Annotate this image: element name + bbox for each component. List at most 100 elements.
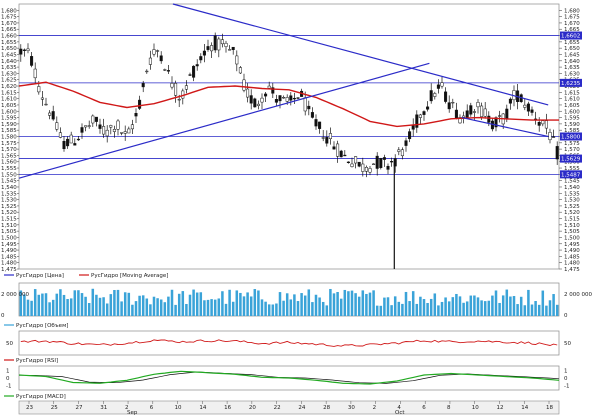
candle-body <box>217 38 221 51</box>
candle-body <box>433 93 437 97</box>
volume-bar <box>318 297 321 316</box>
price-axis-label-right: 1,605 <box>564 103 580 109</box>
volume-bar <box>307 289 311 316</box>
candle-body <box>123 131 127 134</box>
price-axis-label-right: 1,585 <box>564 128 580 134</box>
candle-body <box>541 120 545 125</box>
candle-body <box>404 140 408 146</box>
volume-bar <box>426 303 429 316</box>
candle-body <box>274 99 278 103</box>
price-axis-label-left: 1,585 <box>1 128 17 134</box>
x-axis-month-label: Oct <box>395 410 405 415</box>
candle-body <box>40 97 44 100</box>
volume-bar <box>548 300 552 316</box>
candle-body <box>238 67 242 74</box>
candle-body <box>166 70 170 72</box>
volume-bar <box>44 293 48 316</box>
price-axis-label-right: 1,680 <box>564 8 580 14</box>
volume-bar <box>541 290 545 316</box>
price-axis-label-right: 1,540 <box>564 185 580 191</box>
price-axis-label-left: 1,680 <box>1 8 17 14</box>
volume-bar <box>228 289 231 316</box>
candle-body <box>80 127 84 133</box>
x-axis-day-label: 27 <box>76 405 83 411</box>
volume-bar <box>397 301 401 316</box>
volume-bar <box>19 290 23 316</box>
candle-body <box>224 42 228 47</box>
x-axis-month-label: Sep <box>127 410 138 415</box>
macd-line <box>18 370 560 385</box>
volume-bar <box>289 299 293 316</box>
candle-body <box>206 46 210 50</box>
volume-bar <box>242 296 246 316</box>
volume-bar <box>199 292 203 316</box>
volume-bar <box>379 305 383 316</box>
macd-axis-label-left: -1 <box>6 384 11 390</box>
price-axis-label-right: 1,530 <box>564 198 580 204</box>
price-axis-label-right: 1,525 <box>564 204 580 210</box>
candle-body <box>94 116 98 122</box>
price-axis-label-left: 1,550 <box>1 172 17 178</box>
candle-body <box>350 163 354 167</box>
price-axis-label-left: 1,555 <box>1 166 17 172</box>
macd-axis-label-right: 0 <box>564 376 568 382</box>
level-price-badge-text: 1,6235 <box>561 81 581 87</box>
volume-bar <box>278 292 282 316</box>
volume-bar <box>123 292 127 316</box>
x-axis-day-label: 24 <box>298 405 305 411</box>
volume-bar <box>246 292 249 316</box>
candle-body <box>37 86 41 93</box>
candle-body <box>332 146 336 150</box>
price-axis-label-left: 1,605 <box>1 103 17 109</box>
candle-body <box>544 120 548 129</box>
volume-bar <box>23 294 26 316</box>
volume-bar <box>372 290 375 316</box>
price-axis-label-left: 1,545 <box>1 179 17 185</box>
volume-bar <box>141 295 145 316</box>
volume-bar <box>476 297 480 316</box>
price-axis-label-left: 1,660 <box>1 34 17 40</box>
candle-body <box>19 48 23 55</box>
volume-bar <box>437 305 440 316</box>
volume-bar <box>401 303 404 316</box>
candle-body <box>174 83 178 96</box>
volume-bar <box>357 296 361 316</box>
volume-bar <box>66 299 69 316</box>
volume-bar <box>271 304 275 316</box>
candle-body <box>278 95 282 102</box>
price-axis-label-left: 1,675 <box>1 15 17 21</box>
candle-body <box>440 82 444 87</box>
macd-axis-label-right: -1 <box>564 384 569 390</box>
price-axis-label-left: 1,510 <box>1 223 17 229</box>
volume-bar <box>339 298 343 316</box>
candle-body <box>267 85 271 89</box>
candle-body <box>325 137 329 144</box>
volume-bar <box>537 304 541 316</box>
x-axis-day-label: 30 <box>348 405 355 411</box>
price-axis-label-left: 1,515 <box>1 217 17 223</box>
legend-label: РусГидро [Moving Average] <box>91 273 168 279</box>
candle-body <box>116 120 120 130</box>
rsi-line <box>20 339 558 347</box>
candle-body <box>422 111 426 115</box>
rsi-panel-frame <box>18 330 560 356</box>
candle-body <box>296 97 300 99</box>
candle-body <box>458 117 462 124</box>
volume-bar <box>473 295 476 316</box>
volume-bar <box>134 301 138 316</box>
candle-body <box>408 131 412 140</box>
volume-bar <box>192 289 195 316</box>
volume-bar <box>527 289 530 316</box>
volume-bar <box>375 305 379 316</box>
volume-bar <box>127 292 131 316</box>
volume-bar <box>354 293 357 316</box>
price-axis-label-left: 1,500 <box>1 235 17 241</box>
candle-body <box>177 99 181 101</box>
price-axis-label-right: 1,490 <box>564 248 580 254</box>
volume-bar <box>480 300 483 316</box>
price-axis-label-left: 1,535 <box>1 191 17 197</box>
volume-bar <box>393 296 397 316</box>
candle-body <box>170 83 174 88</box>
price-axis-label-left: 1,540 <box>1 185 17 191</box>
candle-body <box>152 49 156 55</box>
